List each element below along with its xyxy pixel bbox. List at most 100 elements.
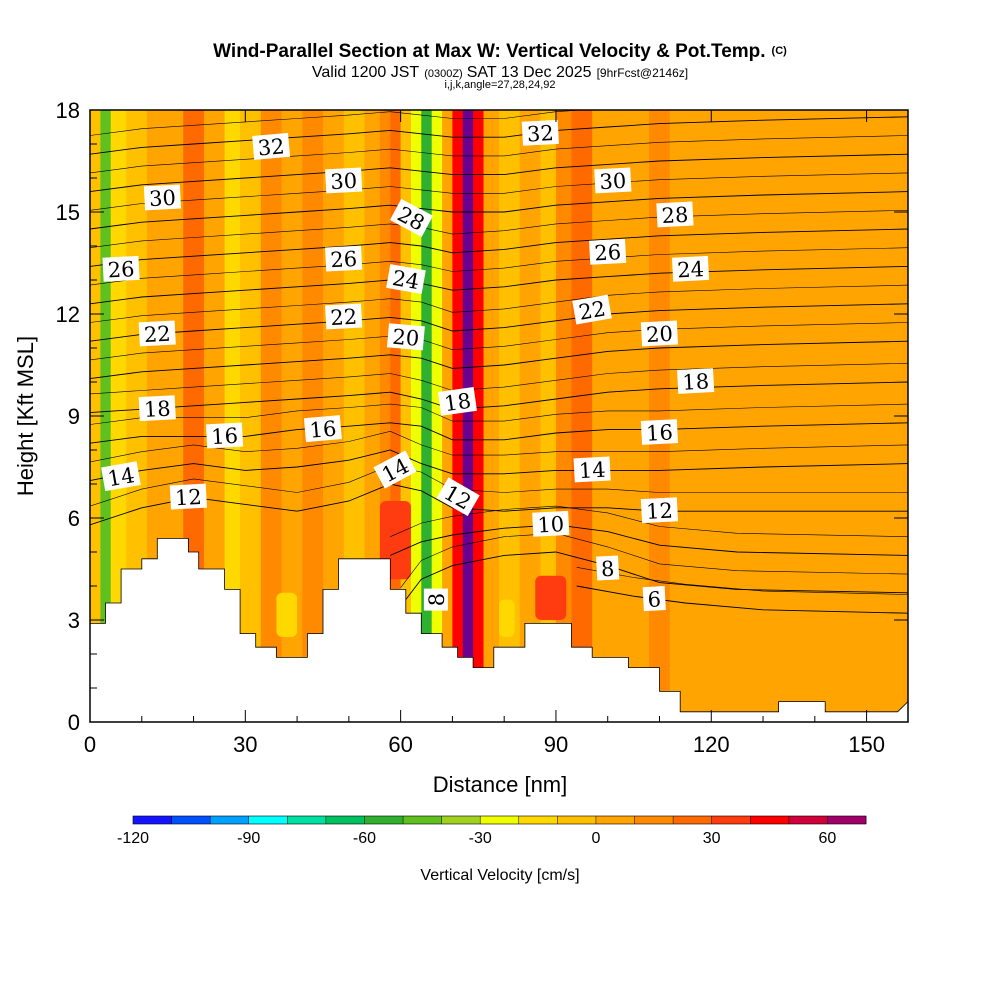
colorbar-swatch: [634, 816, 674, 824]
contour-label-text: 12: [646, 499, 674, 524]
contour-label: 30: [143, 184, 182, 211]
y-axis-label: Height [Kft MSL]: [13, 336, 38, 496]
velocity-cell: [535, 575, 567, 620]
velocity-band: [421, 110, 433, 722]
contour-label-box: [325, 245, 363, 272]
contour-label-text: 30: [149, 186, 177, 211]
velocity-band: [442, 110, 454, 722]
colorbar-swatch: [750, 816, 790, 824]
contour-label-box: [521, 119, 559, 146]
contour-label: 22: [572, 294, 612, 325]
contour-label-box: [596, 555, 620, 581]
velocity-band: [483, 110, 500, 722]
contour-label-box: [386, 323, 425, 351]
velocity-cell: [276, 592, 298, 637]
velocity-band: [519, 110, 541, 722]
velocity-cell: [499, 599, 515, 637]
colorbar-tick-label: 60: [819, 830, 837, 847]
colorbar-swatch: [480, 816, 520, 824]
colorbar-swatch: [711, 816, 751, 824]
y-tick-label: 12: [56, 302, 80, 327]
contour-label-text: 8: [600, 557, 615, 582]
colorbar-tick-label: 30: [703, 830, 721, 847]
colorbar-swatch: [673, 816, 713, 824]
contour-label-box: [677, 368, 715, 394]
velocity-band: [649, 110, 671, 722]
contour-label-text: 32: [526, 121, 554, 146]
contour-label: 18: [437, 387, 477, 416]
colorbar-swatch: [171, 816, 211, 824]
theta-contour-18: [90, 381, 908, 414]
x-tick-label: 30: [233, 732, 257, 757]
colorbar-swatch: [325, 816, 365, 824]
velocity-band: [473, 110, 485, 722]
contour-label: 18: [677, 368, 715, 395]
contour-label: 28: [656, 201, 694, 228]
velocity-band: [814, 110, 857, 722]
colorbar-frame: [132, 815, 867, 825]
contour-label-text: 16: [309, 416, 338, 442]
contour-label-box: [169, 483, 207, 510]
colorbar-swatch: [595, 816, 635, 824]
velocity-band: [499, 110, 521, 722]
contour-label-box: [101, 461, 141, 492]
contour-label-box: [640, 419, 679, 445]
contour-label-text: 18: [682, 369, 710, 394]
velocity-band: [100, 110, 112, 722]
velocity-band: [700, 110, 738, 722]
contour-label: 16: [640, 419, 679, 446]
y-tick-label: 9: [68, 404, 80, 429]
contour-label-text: 16: [646, 420, 674, 445]
velocity-band: [431, 110, 443, 722]
terrain-layer: [90, 538, 908, 722]
contour-label: 8: [423, 588, 449, 611]
theta-contour-20: [90, 340, 908, 380]
chart-ijk-info: i,j,k,angle=27,28,24,92: [444, 79, 555, 91]
contour-label: 22: [138, 320, 176, 347]
contour-label-text: 30: [599, 169, 627, 194]
contour-label-text: 28: [661, 203, 689, 228]
contour-label-text: 22: [330, 305, 358, 330]
velocity-band: [571, 110, 593, 722]
contour-label-text: 12: [174, 485, 202, 510]
contour-label-text: 24: [677, 257, 705, 282]
theta-contour-minor: [90, 247, 908, 286]
velocity-band: [633, 110, 650, 722]
contour-label-box: [205, 422, 244, 449]
theta-contour-minor: [90, 464, 908, 507]
contour-label: 22: [325, 303, 363, 330]
contour-label: 10: [532, 510, 570, 537]
theta-contour-32: [90, 116, 908, 155]
colorbar-swatch: [287, 816, 327, 824]
contour-label-text: 30: [330, 169, 358, 194]
velocity-band: [224, 110, 241, 722]
contour-label-text: 6: [647, 587, 662, 612]
contour-label-text: 22: [143, 322, 171, 347]
velocity-band: [773, 110, 816, 722]
contour-label-box: [572, 294, 612, 325]
x-tick-label: 120: [693, 732, 730, 757]
chart-subtitle: Valid 1200 JST (0300Z) SAT 13 Dec 2025 [9hr…: [312, 64, 688, 81]
contour-label-box: [436, 477, 480, 517]
x-tick-label: 60: [388, 732, 412, 757]
contour-label-box: [642, 586, 666, 612]
contour-label-box: [389, 198, 433, 237]
contour-label: 30: [325, 167, 363, 194]
contour-label: 12: [640, 497, 679, 524]
contour-label-box: [532, 510, 570, 537]
contour-label: 26: [102, 255, 140, 282]
contour-label: 6: [642, 586, 666, 612]
contour-label-text: 26: [330, 247, 358, 272]
colorbar-swatch: [133, 816, 172, 824]
contour-label: 12: [169, 483, 207, 510]
contour-label: 24: [386, 264, 426, 294]
contour-label: 16: [303, 415, 342, 443]
velocity-band: [612, 110, 635, 722]
contour-label-text: 10: [537, 512, 565, 537]
contour-label-text: 24: [391, 266, 421, 294]
colorbar-swatch: [557, 816, 597, 824]
contour-label-text: 26: [594, 240, 622, 265]
x-tick-label: 90: [544, 732, 568, 757]
colorbar-swatch: [518, 816, 558, 824]
